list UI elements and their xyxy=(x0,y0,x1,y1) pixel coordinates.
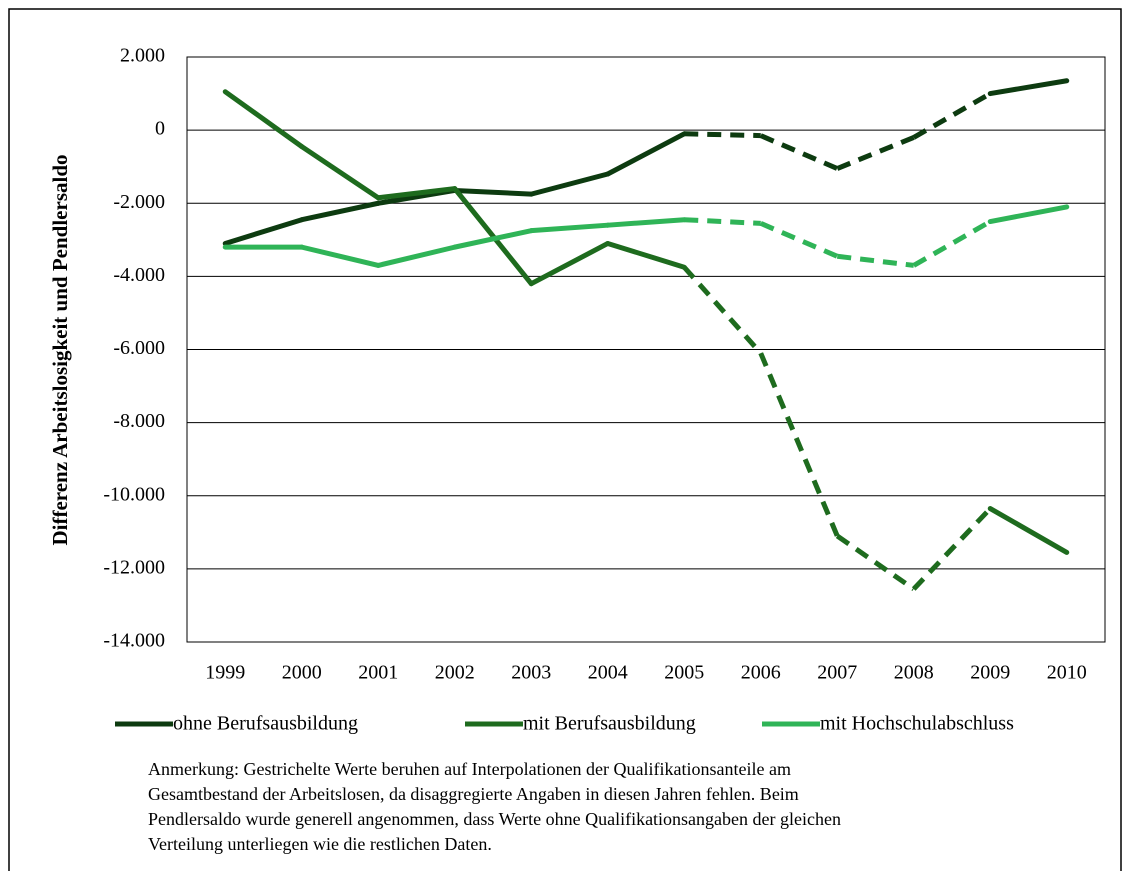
x-tick-label: 2005 xyxy=(664,662,704,684)
note: Gesamtbestand der Arbeitslosen, da disag… xyxy=(148,784,799,804)
series-line xyxy=(452,228,534,250)
series-line xyxy=(682,265,763,355)
series-line xyxy=(759,221,839,259)
legend-label: mit Hochschulabschluss xyxy=(820,713,1014,735)
x-tick-label: 1999 xyxy=(205,662,245,684)
series-line xyxy=(605,131,687,177)
series-line xyxy=(987,506,1070,555)
y-tick-label: -14.000 xyxy=(103,630,165,652)
series-line xyxy=(528,222,611,234)
legend-label: ohne Berufsausbildung xyxy=(173,713,358,735)
series-line xyxy=(912,91,992,140)
x-tick-label: 2004 xyxy=(588,662,628,684)
x-tick-label: 2009 xyxy=(970,662,1010,684)
x-tick-label: 2002 xyxy=(435,662,475,684)
note: Verteilung unterliegen wie die restliche… xyxy=(148,834,492,854)
series-line xyxy=(299,244,381,268)
series-line xyxy=(987,204,1070,225)
series-line xyxy=(605,217,687,228)
x-tick-label: 2003 xyxy=(511,662,551,684)
series-line xyxy=(684,217,761,226)
y-axis-label: Differenz Arbeitslosigkeit und Pendlersa… xyxy=(48,154,72,545)
series-line xyxy=(452,186,534,287)
y-tick-label: -12.000 xyxy=(103,556,165,578)
series-line xyxy=(759,133,839,171)
y-tick-label: -10.000 xyxy=(103,483,165,505)
legend-label: mit Berufsausbildung xyxy=(523,713,696,735)
series-line xyxy=(528,171,611,197)
series-line xyxy=(299,144,381,201)
series-line xyxy=(758,352,840,537)
series-line xyxy=(222,89,305,150)
series-line xyxy=(835,533,916,592)
x-tick-label: 2010 xyxy=(1047,662,1087,684)
series-line xyxy=(836,253,915,268)
series-line xyxy=(684,131,761,139)
series-line xyxy=(299,200,381,223)
series-line xyxy=(528,240,611,287)
y-tick-label: 0 xyxy=(155,118,165,140)
series-line xyxy=(452,187,534,197)
series-line xyxy=(375,186,458,201)
x-tick-label: 2006 xyxy=(741,662,781,684)
x-tick-label: 2000 xyxy=(282,662,322,684)
series-line xyxy=(222,217,305,246)
y-tick-label: -6.000 xyxy=(113,337,165,359)
frame xyxy=(8,8,1122,871)
x-tick-label: 2007 xyxy=(817,662,857,684)
series-line xyxy=(912,219,992,268)
x-tick-label: 2008 xyxy=(894,662,934,684)
y-tick-label: -8.000 xyxy=(113,410,165,432)
y-tick-label: -2.000 xyxy=(113,191,165,213)
note: Anmerkung: Gestrichelte Werte beruhen au… xyxy=(148,759,791,779)
x-tick-label: 2001 xyxy=(358,662,398,684)
series-line xyxy=(987,78,1070,97)
note: Pendlersaldo wurde generell angenommen, … xyxy=(148,809,841,829)
series-line xyxy=(375,244,458,268)
y-tick-label: 2.000 xyxy=(120,45,165,67)
series-line xyxy=(605,240,687,270)
series-line xyxy=(911,506,993,591)
y-tick-label: -4.000 xyxy=(113,264,165,286)
series-line xyxy=(836,135,915,171)
